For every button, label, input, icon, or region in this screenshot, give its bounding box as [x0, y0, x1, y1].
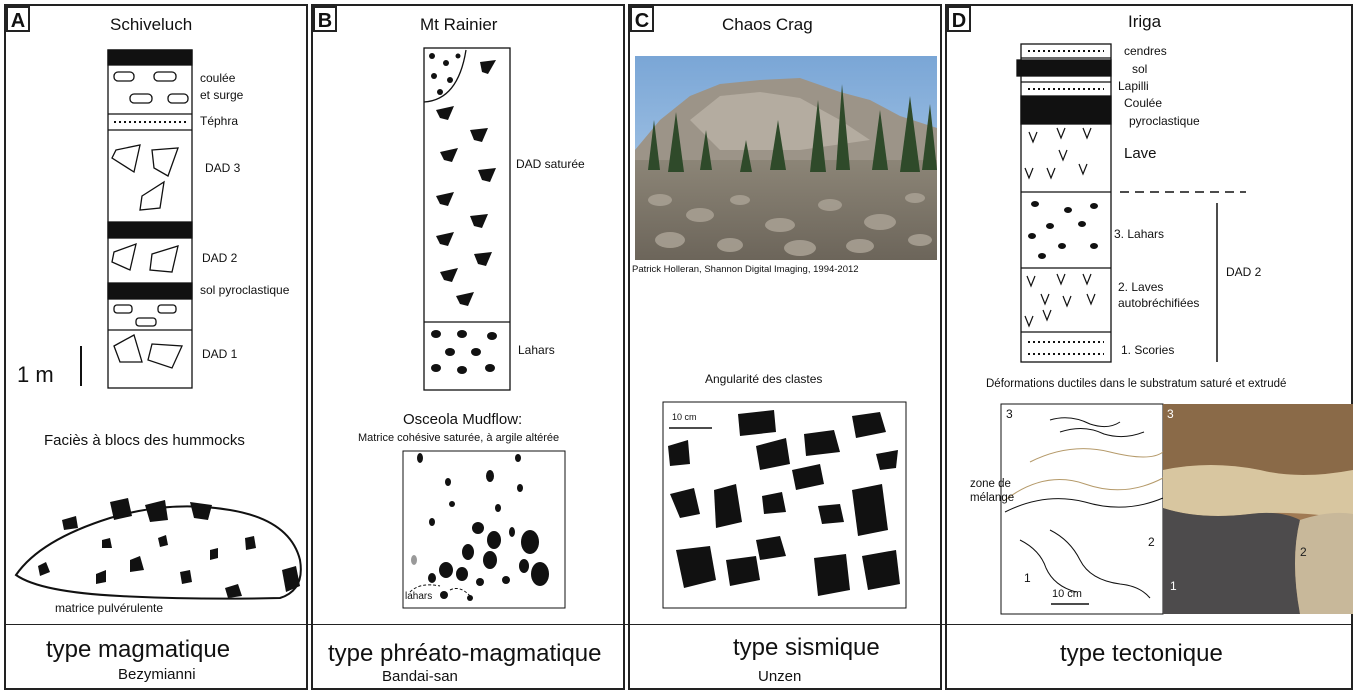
footer-type-b: type phréato-magmatique: [328, 640, 602, 667]
label-cendres: cendres: [1124, 44, 1167, 58]
mudflow-clasts: [411, 453, 549, 601]
column-b-outline: [423, 47, 511, 391]
scale-10cm-d: 10 cm: [1052, 588, 1082, 600]
label-dad3: DAD 3: [205, 161, 241, 175]
column-a: [80, 49, 193, 389]
column-a-black-layer-2: [107, 282, 193, 300]
photo-number-3: 3: [1167, 407, 1174, 421]
deformation-photo-art: [1163, 404, 1353, 614]
column-b-clasts: [429, 53, 497, 374]
column-a-top-layer: [107, 49, 193, 66]
scale-10cm-c: 10 cm: [672, 412, 697, 422]
label-dad1: DAD 1: [202, 347, 238, 361]
deformation-title: Déformations ductiles dans le substratum…: [986, 378, 1287, 390]
label-laves: 2. Laves: [1118, 280, 1164, 294]
label-pyroclastique: pyroclastique: [1129, 114, 1200, 128]
mudflow-lahars: lahars: [405, 591, 433, 602]
zone-label-1: zone de: [970, 478, 1011, 490]
label-coulee-d: Coulée: [1124, 96, 1163, 110]
panel-letter-a: A: [6, 6, 30, 32]
footer-example-c: Unzen: [758, 668, 802, 685]
clasts-shapes: [668, 410, 900, 596]
panel-d-frame: [945, 4, 1353, 690]
column-d-v-marks: [1024, 127, 1096, 328]
mudflow-title: Osceola Mudflow:: [403, 411, 523, 428]
label-lave: Lave: [1124, 145, 1157, 162]
label-lahars-b: Lahars: [518, 343, 555, 357]
footer-type-c: type sismique: [733, 634, 880, 661]
label-lahars-d: 3. Lahars: [1114, 227, 1165, 241]
clasts-box: [662, 401, 907, 609]
sketch-number-3: 3: [1006, 407, 1013, 421]
label-dad2-d: DAD 2: [1226, 265, 1262, 279]
label-sol-pyroclastique: sol pyroclastique: [200, 283, 290, 297]
label-dad2: DAD 2: [202, 251, 238, 265]
label-tephra: Téphra: [200, 114, 239, 128]
footer-divider: [4, 624, 1353, 626]
column-d-outline: [1020, 43, 1112, 363]
mudflow-subtitle: Matrice cohésive saturée, à argile altér…: [358, 432, 560, 444]
zone-label-2: mélange: [970, 492, 1015, 504]
panel-b-frame: [311, 4, 625, 690]
panel-letter-c: C: [630, 6, 654, 32]
label-sol-d: sol: [1132, 62, 1148, 76]
column-d: [1016, 43, 1246, 363]
photo-number-1: 1: [1170, 579, 1177, 593]
sketch-number-1: 1: [1024, 571, 1031, 585]
photo-credit: Patrick Holleran, Shannon Digital Imagin…: [632, 264, 859, 275]
column-d-lahars: [1028, 201, 1098, 259]
photo-number-2: 2: [1300, 545, 1307, 559]
panel-b-title: Mt Rainier: [420, 15, 498, 34]
label-autobrechifiees: autobréchifiées: [1118, 296, 1200, 310]
footer-type-d: type tectonique: [1060, 640, 1223, 667]
label-coulee: coulée: [200, 71, 236, 85]
panel-d-title: Iriga: [1128, 12, 1162, 31]
column-b: [423, 47, 511, 391]
label-scories: 1. Scories: [1121, 343, 1175, 357]
footer-type-a: type magmatique: [46, 636, 231, 663]
panel-c-frame: [628, 4, 942, 690]
sketch-number-2: 2: [1148, 535, 1155, 549]
column-a-black-layer-1: [107, 221, 193, 239]
panel-c-title: Chaos Crag: [722, 15, 813, 34]
label-lapilli: Lapilli: [1118, 79, 1149, 93]
label-dad-saturee: DAD saturée: [516, 157, 585, 171]
footer-example-b: Bandai-san: [382, 668, 458, 685]
chaos-crag-photo-art: [635, 56, 937, 260]
hummock-sketch: [14, 505, 302, 600]
hummock-blocks: [38, 498, 300, 598]
footer-example-a: Bezymianni: [118, 666, 196, 683]
panel-letter-b: B: [313, 6, 337, 32]
facies-title: Faciès à blocs des hummocks: [44, 432, 245, 449]
panel-a-title: Schiveluch: [110, 15, 193, 34]
scale-1m: 1 m: [17, 362, 54, 387]
label-surge: et surge: [200, 88, 244, 102]
panel-a-frame: [4, 4, 308, 690]
mudflow-box: [402, 450, 566, 609]
matrix-label: matrice pulvérulente: [55, 601, 164, 615]
angularity-title: Angularité des clastes: [705, 372, 823, 386]
panel-letter-d: D: [947, 6, 971, 32]
column-a-outline: [107, 49, 193, 389]
